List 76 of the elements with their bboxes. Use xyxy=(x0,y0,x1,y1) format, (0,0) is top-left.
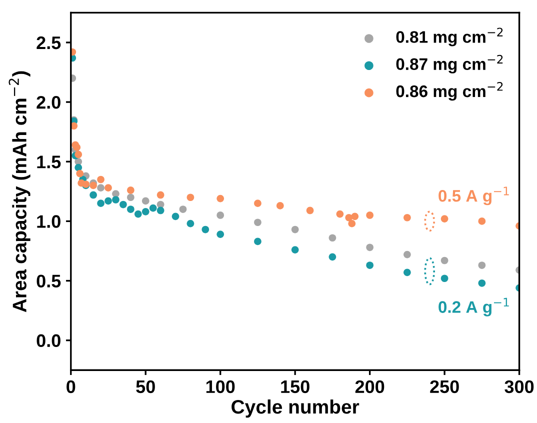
point xyxy=(404,268,411,276)
point xyxy=(76,170,84,178)
y-tick-label: 2.5 xyxy=(36,36,61,50)
point xyxy=(126,206,134,213)
point xyxy=(336,210,344,218)
point xyxy=(126,194,134,202)
legend-label: 0.86 mg cm$^{−2}$ xyxy=(396,82,503,101)
point xyxy=(126,186,134,194)
point xyxy=(404,214,411,222)
x-tick-label: 0 xyxy=(66,380,76,394)
point xyxy=(291,226,299,234)
point xyxy=(90,191,97,199)
x-tick-label: 200 xyxy=(355,380,384,394)
point xyxy=(112,190,120,198)
point xyxy=(440,256,448,264)
x-tick-label: 100 xyxy=(206,380,235,394)
point xyxy=(179,206,187,213)
point xyxy=(440,274,448,282)
point xyxy=(186,194,194,202)
point xyxy=(216,212,224,219)
point xyxy=(156,206,164,214)
point xyxy=(134,210,142,218)
y-tick-label: 1.5 xyxy=(37,156,61,168)
point xyxy=(216,194,224,202)
legend-label: 0.81 mg cm$^{−2}$ xyxy=(396,28,503,46)
point xyxy=(97,176,104,184)
point xyxy=(291,246,299,254)
point xyxy=(74,164,82,172)
point xyxy=(73,144,81,151)
point xyxy=(328,253,336,261)
point xyxy=(70,122,78,130)
point xyxy=(149,204,157,212)
annotation: 0.2 A g$^{−1}$ xyxy=(438,298,509,316)
point xyxy=(186,220,194,228)
point xyxy=(156,191,164,199)
y-tick-label: 2.0 xyxy=(36,96,60,109)
point xyxy=(478,279,486,287)
x-tick-label: 150 xyxy=(281,380,310,394)
point xyxy=(440,215,448,222)
y-axis-title: Area capacity (mAh cm$^{−2}$) xyxy=(8,71,30,312)
x-tick-label: 250 xyxy=(430,380,459,394)
point xyxy=(97,184,104,192)
point xyxy=(142,197,150,205)
point xyxy=(404,250,411,258)
point xyxy=(97,200,104,207)
point xyxy=(120,200,127,208)
point xyxy=(202,226,210,234)
x-tick-label: 50 xyxy=(136,380,155,394)
point xyxy=(74,150,82,158)
point xyxy=(90,182,97,190)
x-axis-title: Cycle number xyxy=(232,399,360,418)
point xyxy=(478,262,486,269)
point xyxy=(328,234,336,242)
point xyxy=(351,212,359,220)
point xyxy=(172,212,180,220)
point xyxy=(142,208,150,216)
point xyxy=(366,244,374,252)
point xyxy=(216,230,224,238)
point xyxy=(112,196,120,204)
point xyxy=(104,184,112,192)
point xyxy=(366,262,374,269)
point xyxy=(254,238,262,246)
point xyxy=(104,197,112,205)
point xyxy=(254,218,262,226)
point xyxy=(348,220,356,228)
point xyxy=(366,212,374,219)
point xyxy=(276,202,284,210)
point xyxy=(306,206,314,214)
y-tick-label: 1.0 xyxy=(37,215,60,228)
y-tick-label: 0.0 xyxy=(36,334,60,348)
point xyxy=(254,200,262,207)
legend-label: 0.87 mg cm$^{−2}$ xyxy=(396,54,503,74)
y-tick-label: 0.5 xyxy=(36,274,61,288)
x-tick-label: 300 xyxy=(504,380,534,394)
annotation: 0.5 A g$^{−1}$ xyxy=(438,186,509,206)
point xyxy=(478,218,486,225)
